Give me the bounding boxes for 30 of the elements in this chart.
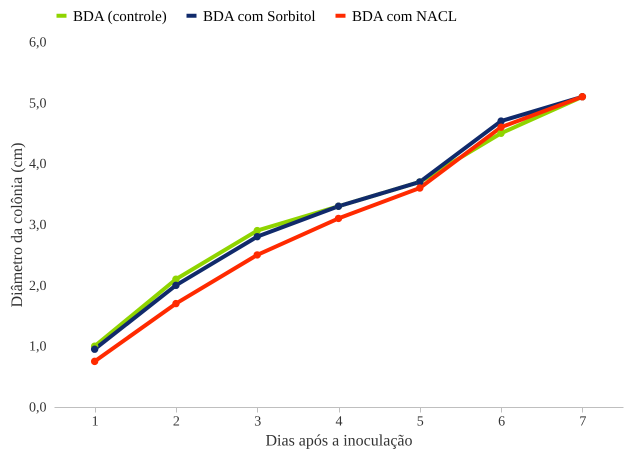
- legend-label: BDA (controle): [73, 8, 167, 25]
- x-tick-label: 2: [172, 414, 180, 430]
- point: [172, 276, 180, 283]
- point: [90, 346, 98, 353]
- x-tick-label: 5: [416, 414, 424, 430]
- y-tick-label: 5,0: [29, 96, 46, 112]
- y-tick-label: 1,0: [29, 340, 46, 355]
- y-tick-label: 3,0: [29, 218, 46, 233]
- point: [497, 130, 505, 137]
- x-tick-label: 4: [336, 414, 342, 430]
- legend-label: BDA com NACL: [352, 8, 457, 25]
- point: [497, 123, 505, 131]
- x-tick-label: 3: [254, 414, 262, 430]
- y-tick-label: 6,0: [29, 36, 46, 50]
- point: [172, 300, 180, 308]
- point: [254, 251, 261, 259]
- x-tick-label: 1: [92, 414, 99, 430]
- y-tick-label: 4,0: [29, 157, 46, 172]
- y-tick-label: 0,0: [29, 400, 46, 416]
- point: [416, 184, 424, 192]
- point: [90, 358, 98, 366]
- point: [334, 214, 342, 222]
- x-axis-title: Dias após a inoculação: [265, 432, 413, 450]
- legend-label: BDA com Sorbitol: [203, 8, 316, 25]
- y-tick-label: 2,0: [29, 278, 46, 294]
- point: [172, 282, 180, 290]
- x-tick-label: 6: [498, 414, 506, 430]
- x-tick-label: 7: [579, 414, 586, 430]
- y-axis-title: Diâmetro da colônia (cm): [9, 142, 26, 308]
- point: [254, 232, 261, 240]
